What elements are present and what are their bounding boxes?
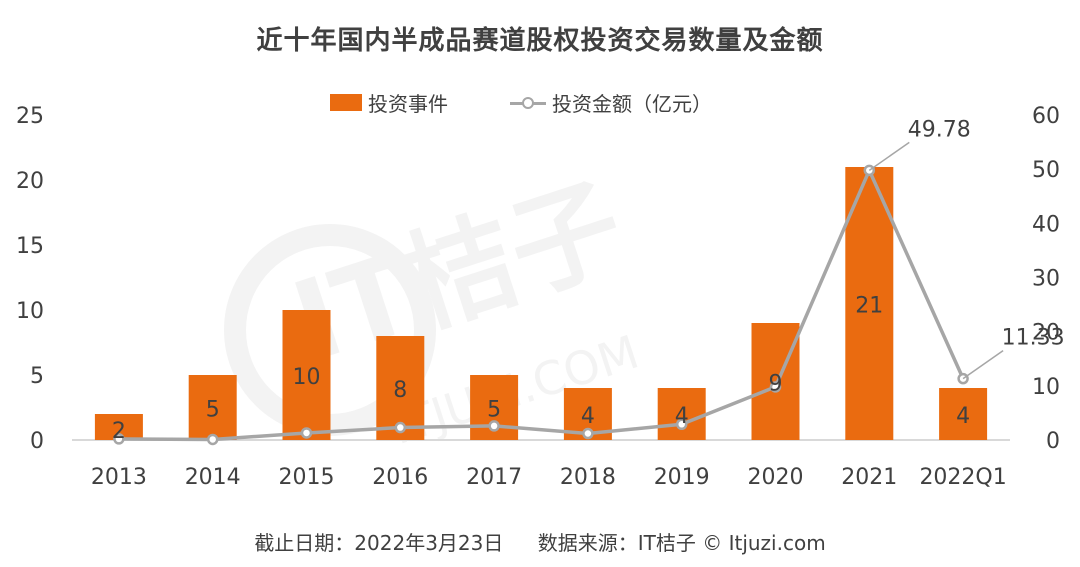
bar-data-label: 9 — [769, 372, 783, 397]
line-leader — [962, 350, 1004, 380]
bar-data-label: 2 — [112, 419, 126, 444]
chart-footer: 截止日期：2022年3月23日 数据来源：IT桔子 © Itjuzi.com — [0, 527, 1080, 556]
footer-date: 截止日期：2022年3月23日 — [254, 531, 504, 555]
bar — [939, 388, 988, 440]
x-tick-label: 2015 — [279, 465, 335, 490]
bar-data-label: 4 — [581, 404, 595, 429]
bar-data-label: 10 — [293, 365, 321, 390]
bar — [657, 388, 706, 440]
y-right-tick-label: 10 — [1032, 375, 1060, 400]
x-tick-label: 2013 — [91, 465, 147, 490]
x-tick-label: 2019 — [654, 465, 710, 490]
chart-legend: 投资事件 投资金额（亿元） — [330, 88, 774, 117]
line-layer — [113, 164, 969, 446]
line-point — [582, 427, 594, 440]
labels-layer: 2 5 10 8 5 4 4 9 21 4 49.78 11.33 — [112, 117, 1065, 444]
legend-bar-swatch — [330, 94, 362, 111]
line-point — [113, 433, 125, 445]
bar-data-label: 8 — [393, 378, 407, 403]
bars-layer — [94, 167, 988, 440]
x-tick-label: 2020 — [748, 465, 804, 490]
line-series-path — [118, 168, 965, 442]
legend-line-label: 投资金额（亿元） — [552, 92, 712, 116]
line-leader — [868, 141, 910, 171]
line-data-label: 49.78 — [908, 117, 971, 142]
bar-data-label: 4 — [956, 404, 970, 429]
chart-title: 近十年国内半成品赛道股权投资交易数量及金额 — [256, 26, 824, 56]
line-point — [769, 381, 782, 393]
y-left-tick-label: 5 — [30, 364, 44, 389]
y-right-tick-label: 50 — [1032, 158, 1060, 183]
bar-data-label: 5 — [487, 398, 501, 423]
y-left-tick-label: 15 — [16, 234, 44, 259]
y-left-tick-label: 25 — [16, 104, 44, 129]
legend-item-line: 投资金额（亿元） — [510, 88, 712, 117]
y-left-tick-label: 20 — [16, 169, 44, 194]
bar — [845, 167, 894, 440]
bar — [282, 310, 331, 440]
y-right-tick-label: 0 — [1046, 429, 1060, 454]
bar — [188, 375, 237, 440]
line-point — [394, 421, 407, 434]
x-tick-label: 2022Q1 — [919, 465, 1006, 490]
bar-data-label: 4 — [675, 404, 689, 429]
y-right-tick-label: 20 — [1032, 321, 1060, 346]
bar-data-label: 5 — [206, 398, 220, 423]
y-left-tick-label: 10 — [16, 299, 44, 324]
line-point — [675, 418, 688, 431]
bar-data-label: 21 — [855, 294, 883, 319]
x-tick-label: 2014 — [185, 465, 241, 490]
legend-bar-label: 投资事件 — [368, 92, 448, 116]
line-point — [488, 420, 500, 432]
line-data-label: 11.33 — [1002, 326, 1065, 351]
line-point — [206, 433, 219, 446]
x-tick-label: 2018 — [560, 465, 616, 490]
y-right-tick-label: 30 — [1032, 267, 1060, 292]
x-tick-label: 2016 — [372, 465, 428, 490]
legend-item-bar: 投资事件 — [330, 88, 448, 117]
footer-source: 数据来源：IT桔子 © Itjuzi.com — [537, 531, 826, 555]
x-tick-label: 2021 — [841, 465, 897, 490]
line-point — [300, 427, 313, 439]
y-right-tick-label: 40 — [1032, 212, 1060, 237]
y-left-tick-label: 0 — [30, 429, 44, 454]
y-right-tick-label: 60 — [1032, 104, 1060, 129]
x-tick-label: 2017 — [466, 465, 522, 490]
legend-line-swatch — [510, 96, 546, 110]
